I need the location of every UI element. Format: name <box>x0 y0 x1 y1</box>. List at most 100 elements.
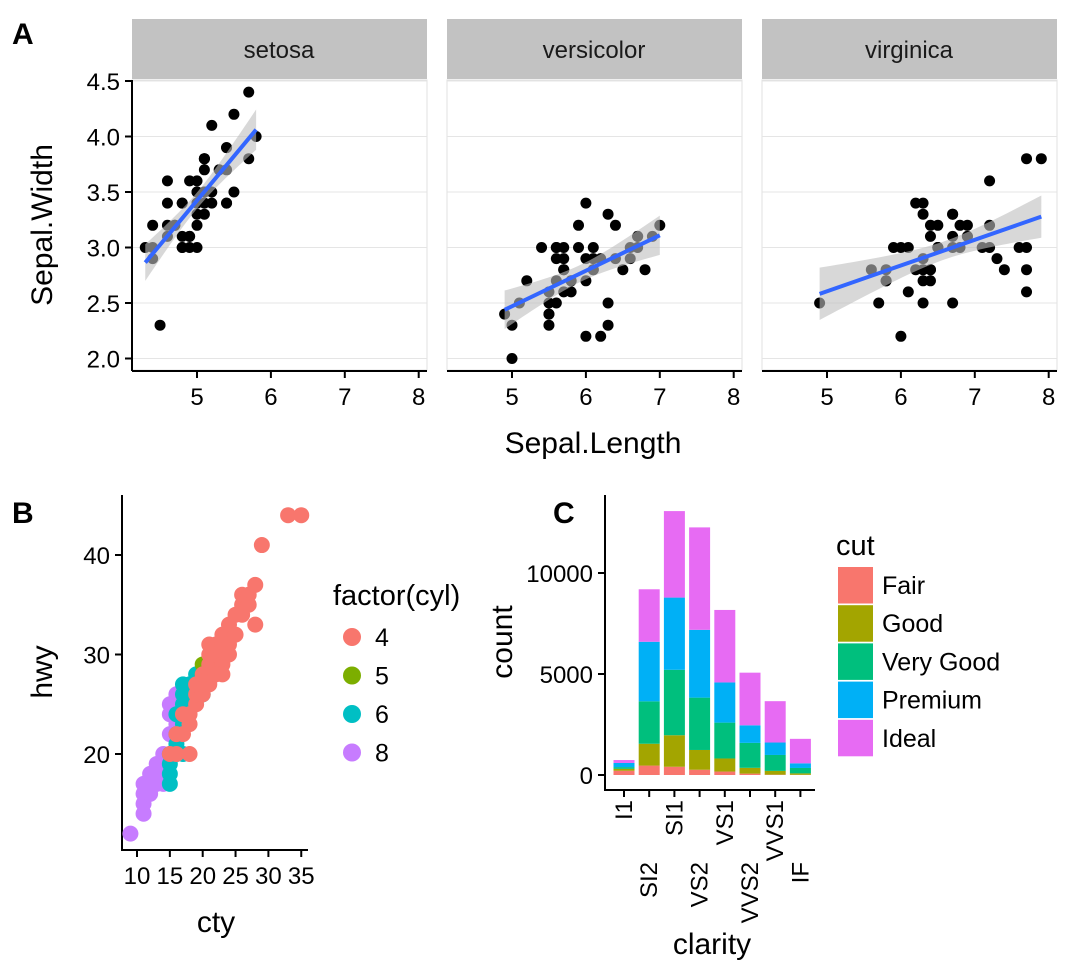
legend-key-good <box>838 605 873 642</box>
data-point <box>602 319 614 331</box>
data-point <box>147 219 159 231</box>
legend-title-c: cut <box>836 530 875 562</box>
bar-VS1-good <box>714 758 736 772</box>
x-tick-label: 20 <box>189 863 216 890</box>
data-point <box>1021 153 1033 165</box>
y-tick-label: 0 <box>580 763 593 790</box>
data-point <box>536 242 548 253</box>
regression-line <box>503 233 661 312</box>
x-tick-label: 25 <box>222 863 249 890</box>
data-point <box>917 208 929 220</box>
bar-VVS1-very-good <box>764 754 786 771</box>
legend-label: 6 <box>375 701 389 729</box>
data-point-cyl-4 <box>168 726 185 743</box>
data-point <box>565 286 577 298</box>
panel-label-c: C <box>553 497 575 530</box>
strip-label-virginica: virginica <box>865 37 954 64</box>
x-tick-label: 5 <box>190 384 203 411</box>
bar-VS2-fair <box>689 769 711 775</box>
x-tick-label: VS1 <box>712 800 739 845</box>
y-tick-label: 4.0 <box>87 125 120 152</box>
legend-label: Good <box>882 610 943 638</box>
data-point <box>573 242 585 253</box>
bar-VS2-premium <box>689 629 711 698</box>
x-axis-title-b: cty <box>197 906 235 939</box>
bar-IF-very-good <box>789 767 811 774</box>
x-tick-label: 7 <box>338 384 351 411</box>
bar-IF-ideal <box>789 738 811 764</box>
data-point-cyl-4 <box>227 626 244 643</box>
x-tick-label: I1 <box>611 800 638 820</box>
data-point <box>924 219 936 231</box>
strip-label-versicolor: versicolor <box>543 37 646 64</box>
bar-SI1-fair <box>663 766 685 775</box>
data-point-cyl-4 <box>168 746 185 762</box>
bar-SI2-ideal <box>638 589 660 642</box>
bar-VS1-premium <box>714 682 736 723</box>
data-point <box>543 308 555 320</box>
bar-VVS1-premium <box>764 742 786 755</box>
y-tick-label: 40 <box>83 543 110 570</box>
data-point-cyl-4 <box>240 596 257 613</box>
bar-SI2-very-good <box>638 701 660 744</box>
x-tick-label: 6 <box>894 384 907 411</box>
data-point <box>228 186 240 198</box>
data-point <box>917 275 929 287</box>
data-point <box>198 164 210 176</box>
legend-label: Very Good <box>882 648 1000 676</box>
data-point <box>191 242 203 253</box>
bar-IF-good <box>789 773 811 775</box>
data-point-cyl-4 <box>247 616 264 633</box>
regression-line <box>143 128 258 264</box>
data-point-cyl-4 <box>247 576 264 593</box>
panel-label-b: B <box>12 497 34 530</box>
x-tick-label: 5 <box>820 384 833 411</box>
bar-VVS2-ideal <box>739 672 761 726</box>
bar-SI2-good <box>638 743 660 766</box>
x-tick-label: SI2 <box>636 862 663 898</box>
legend-key-6 <box>343 705 361 723</box>
legend-label: Fair <box>882 572 925 600</box>
y-axis-title-c: count <box>486 605 519 679</box>
data-point <box>154 319 166 331</box>
bar-VVS2-good <box>739 767 761 774</box>
bar-VVS2-fair <box>739 773 761 775</box>
y-tick-label: 2.0 <box>87 347 120 374</box>
legend-key-5 <box>343 666 361 685</box>
data-point <box>161 197 173 209</box>
bar-VS1-ideal <box>714 609 736 683</box>
data-point <box>910 197 922 209</box>
data-point <box>991 253 1003 265</box>
x-tick-label: 7 <box>653 384 666 411</box>
legend-key-premium <box>838 681 873 719</box>
data-point <box>924 230 936 242</box>
x-tick-label: 6 <box>579 384 592 411</box>
data-point <box>543 319 555 331</box>
bar-SI2-premium <box>638 641 660 702</box>
bar-I1-fair <box>613 770 635 775</box>
data-point <box>1021 242 1033 253</box>
data-point <box>602 208 614 220</box>
data-point <box>206 119 218 131</box>
data-point <box>573 219 585 231</box>
data-point <box>998 264 1010 276</box>
facet-strip <box>132 19 427 79</box>
x-tick-label: 5 <box>505 384 518 411</box>
x-tick-label: VVS2 <box>737 862 764 923</box>
y-tick-label: 4.5 <box>87 69 120 96</box>
x-tick-label: VS2 <box>687 862 714 907</box>
y-axis-title-a: Sepal.Width <box>26 144 59 306</box>
y-axis-title-b: hwy <box>26 645 59 698</box>
data-point <box>947 208 959 220</box>
data-point <box>580 330 592 342</box>
bar-SI1-premium <box>663 597 685 670</box>
data-point-cyl-4 <box>220 646 237 663</box>
data-point <box>1021 286 1033 298</box>
data-point <box>609 219 621 231</box>
facet-strip <box>762 19 1057 79</box>
data-point <box>580 197 592 209</box>
bar-SI1-ideal <box>663 511 685 598</box>
y-tick-label: 2.5 <box>87 291 120 318</box>
x-tick-label: 7 <box>968 384 981 411</box>
